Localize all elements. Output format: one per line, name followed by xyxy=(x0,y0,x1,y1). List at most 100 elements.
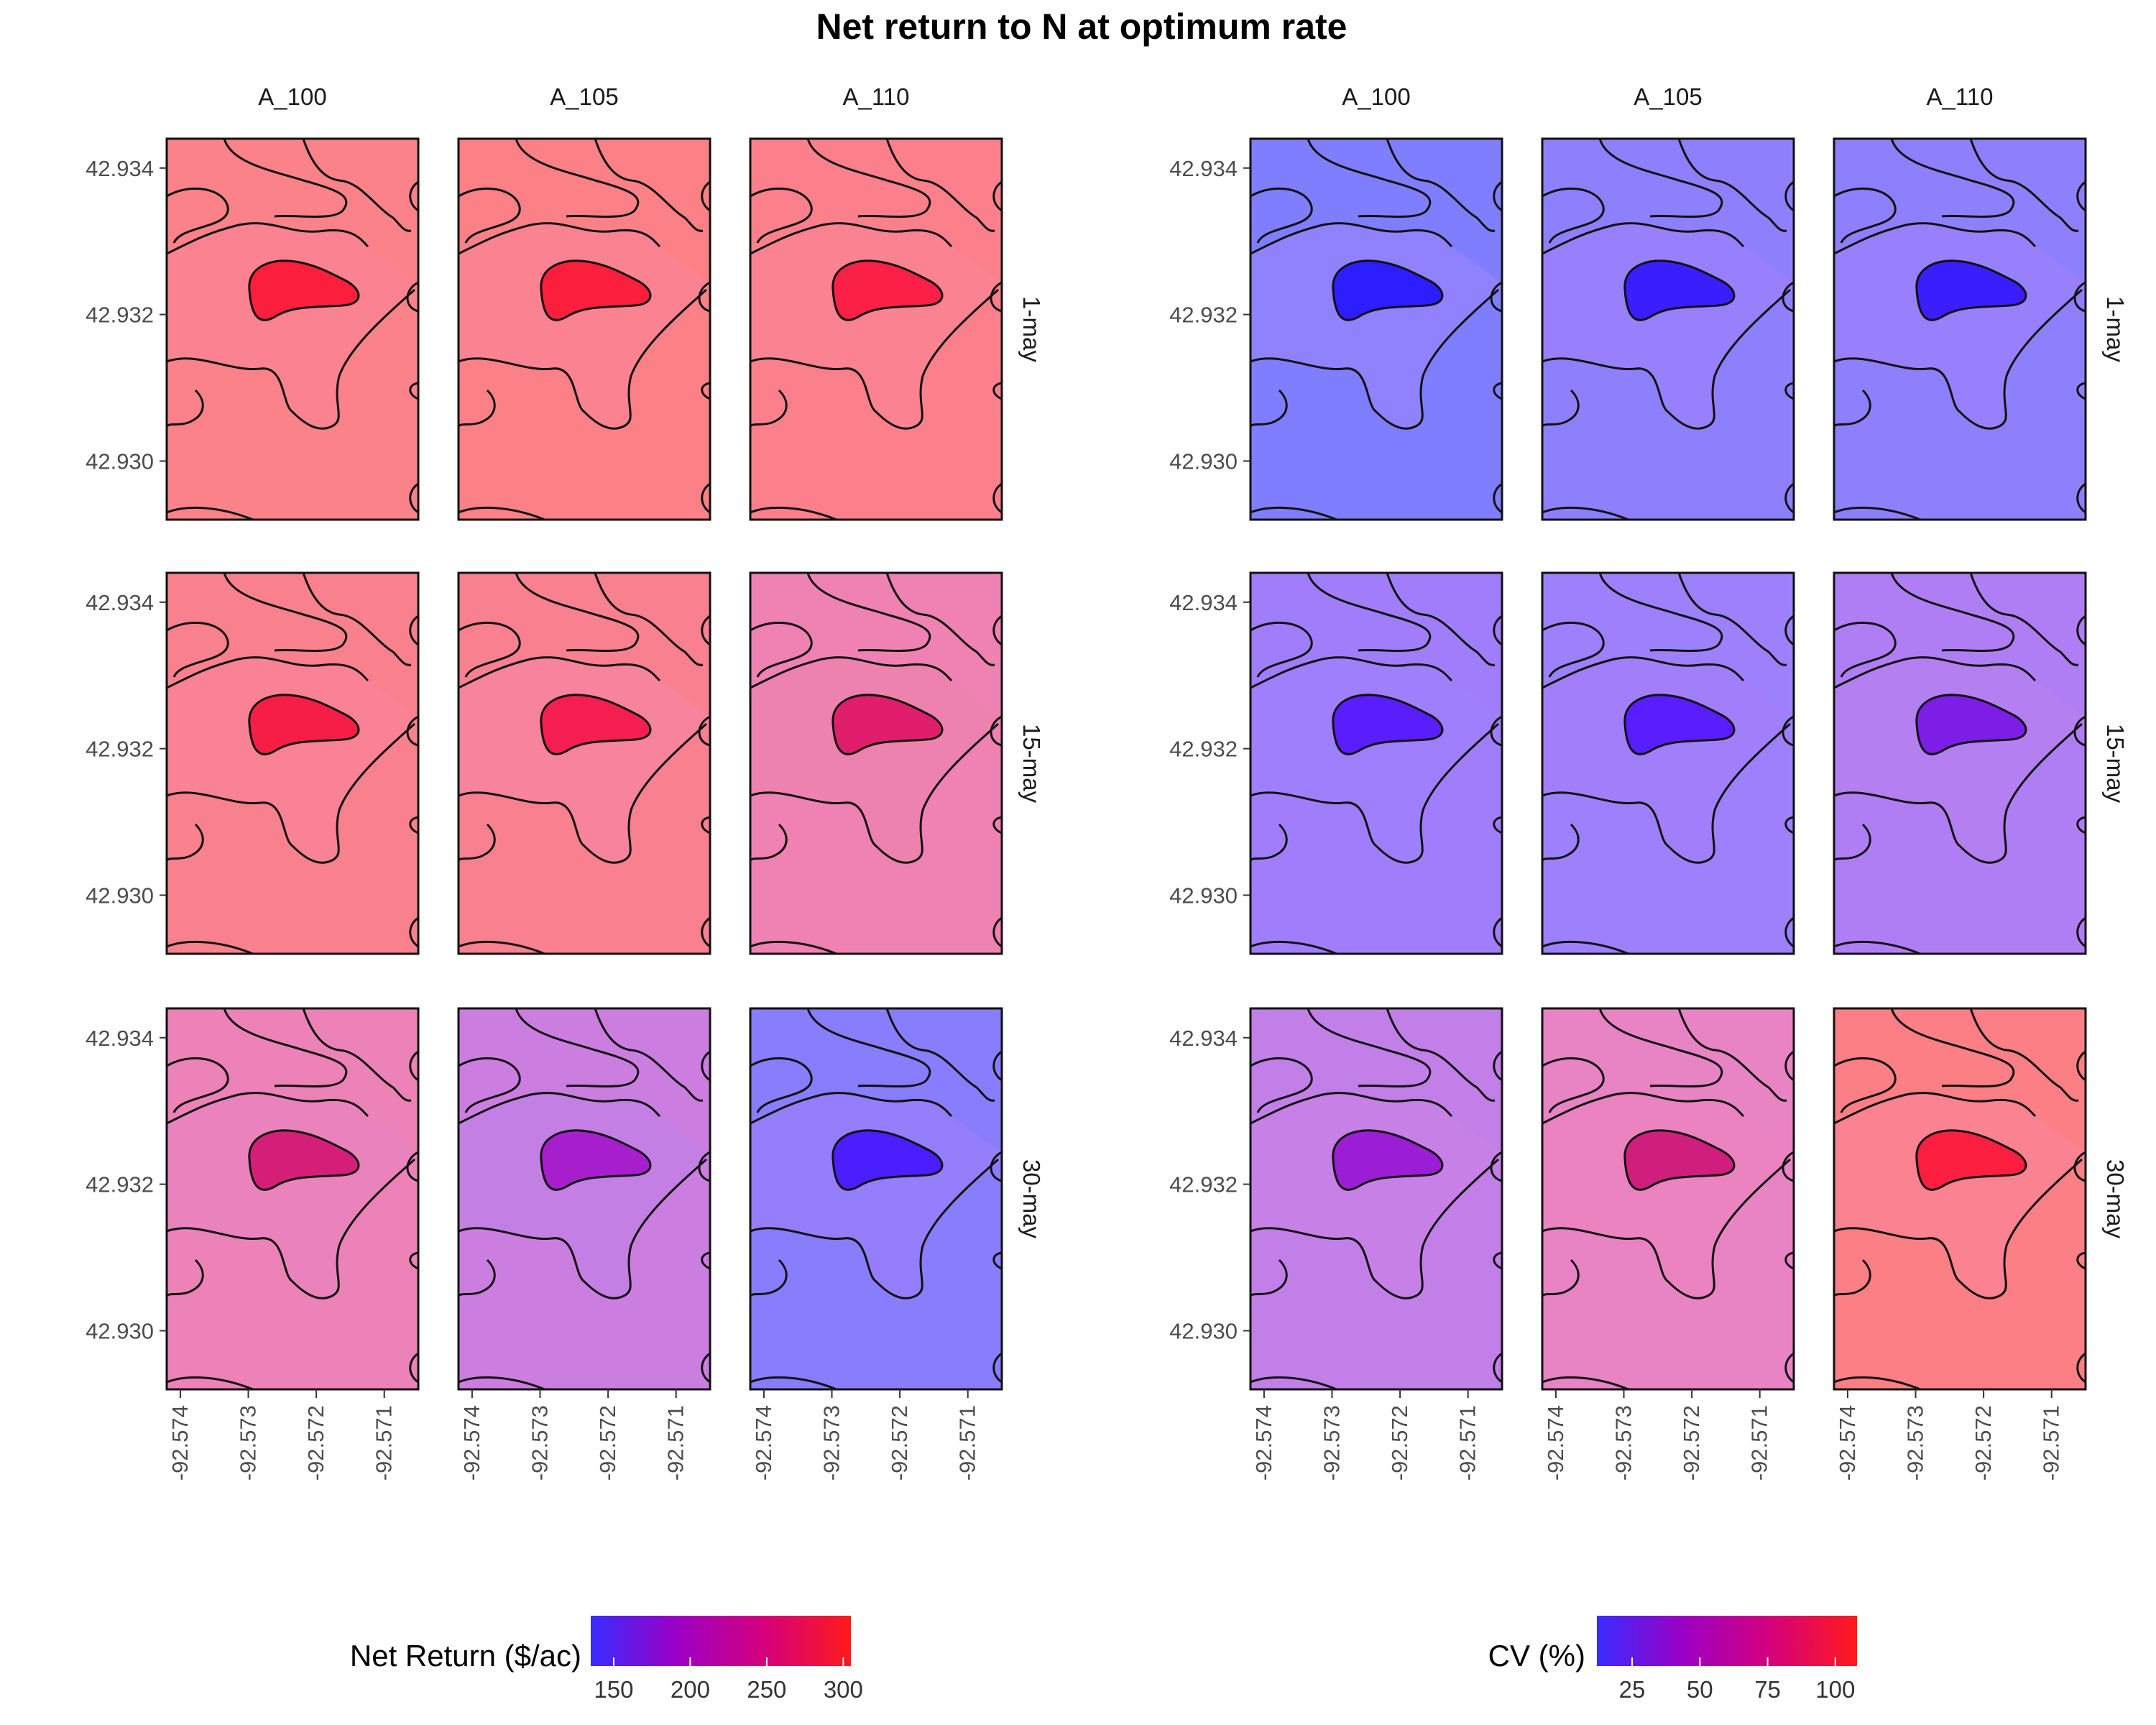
contour-line xyxy=(2076,1050,2086,1082)
y-tick-label: 42.930 xyxy=(86,448,154,474)
contour-line xyxy=(750,1158,999,1300)
contour-line xyxy=(167,1057,229,1113)
contour-line xyxy=(2073,715,2086,747)
contour-line xyxy=(1490,715,1502,747)
facet-cell xyxy=(1249,137,1503,521)
facet-cell xyxy=(1249,1007,1503,1391)
facet-column-label: A_100 xyxy=(258,83,326,110)
contour-line xyxy=(885,139,995,232)
facet-row-label: 30-may xyxy=(1018,1159,1045,1239)
facet-cell xyxy=(165,1007,420,1391)
y-tick-label: 42.930 xyxy=(1169,883,1238,908)
legend-tick-label: 75 xyxy=(1754,1676,1781,1703)
core-region xyxy=(1623,694,1736,755)
legend-colorbar xyxy=(591,1616,851,1666)
contour-line xyxy=(1598,1008,1723,1088)
contour-region xyxy=(1542,223,1794,429)
contour-line xyxy=(992,1352,1002,1384)
facet-cell xyxy=(1541,1007,1795,1391)
x-tick-label: -92.572 xyxy=(887,1405,912,1481)
y-tick-label: 42.930 xyxy=(1169,448,1238,474)
contour-line xyxy=(992,615,1002,646)
legend-right: CV (%) 25 50 75 100 xyxy=(1488,1616,1857,1703)
contour-line xyxy=(1542,288,1791,430)
contour-line xyxy=(167,621,229,678)
contour-line xyxy=(1784,1352,1794,1384)
core-region xyxy=(1332,259,1444,321)
facet-cell xyxy=(165,137,420,521)
facet-cell xyxy=(749,1007,1003,1391)
contour-line xyxy=(1493,816,1502,834)
contour-line xyxy=(223,139,348,218)
contour-region xyxy=(1834,657,2086,863)
core-region xyxy=(248,259,360,321)
x-tick-label: -92.574 xyxy=(1543,1405,1568,1481)
legend-tick-label: 150 xyxy=(594,1676,633,1703)
y-tick-label: 42.932 xyxy=(1169,1172,1238,1197)
facet-cell xyxy=(1833,137,2087,521)
contour-line xyxy=(1542,1158,1791,1300)
contour-line xyxy=(1250,656,1453,689)
contour-line xyxy=(1490,281,1502,313)
contour-line xyxy=(167,222,369,255)
contour-line xyxy=(302,139,412,232)
facet-cell xyxy=(1249,571,1503,955)
contour-line xyxy=(750,940,837,954)
cell-border xyxy=(749,1007,1003,1391)
contour-line xyxy=(409,916,418,948)
contour-line xyxy=(1250,1158,1499,1300)
contour-line xyxy=(1542,722,1791,864)
contour-line xyxy=(1542,1259,1580,1297)
contour-line xyxy=(459,222,661,255)
contour-line xyxy=(701,1352,710,1384)
core-region xyxy=(540,694,652,755)
contour-line xyxy=(1493,1251,1502,1270)
facet-column-label: A_105 xyxy=(550,83,618,110)
contour-line xyxy=(1834,389,1871,428)
contour-line xyxy=(409,482,418,514)
x-tick-label: -92.574 xyxy=(167,1405,193,1481)
legend-colorbar xyxy=(1597,1616,1857,1666)
contour-line xyxy=(459,506,545,520)
contour-region xyxy=(459,1092,710,1299)
contour-line xyxy=(1250,722,1499,864)
contour-line xyxy=(2076,482,2086,514)
contour-line xyxy=(167,389,204,428)
y-tick-label: 42.934 xyxy=(86,1026,154,1051)
contour-line xyxy=(1493,615,1502,646)
contour-line xyxy=(1250,389,1288,428)
contour-region xyxy=(459,657,710,863)
contour-line xyxy=(1677,139,1787,232)
legend-left: Net Return ($/ac) 150 200 250 300 xyxy=(350,1616,863,1703)
contour-line xyxy=(1250,1259,1288,1297)
x-tick-label: -92.573 xyxy=(528,1405,553,1481)
core-region xyxy=(1623,1129,1736,1191)
contour-line xyxy=(515,1008,640,1088)
contour-line xyxy=(992,180,1002,212)
contour-line xyxy=(1250,823,1288,862)
contour-line xyxy=(1834,187,1897,244)
contour-line xyxy=(1782,1151,1794,1182)
contour-line xyxy=(1784,615,1794,646)
facet-column-label: A_110 xyxy=(843,83,910,110)
contour-line xyxy=(1493,382,1502,400)
contour-line xyxy=(1250,288,1499,430)
x-tick-label: -92.574 xyxy=(1835,1405,1860,1481)
core-region xyxy=(1915,259,2027,321)
contour-line xyxy=(459,389,496,428)
contour-line xyxy=(302,573,412,666)
x-tick-label: -92.572 xyxy=(303,1405,328,1481)
contour-line xyxy=(1784,180,1794,212)
contour-line xyxy=(806,1008,931,1088)
contour-line xyxy=(459,940,545,954)
core-region xyxy=(831,694,944,755)
contour-region xyxy=(1250,223,1502,429)
x-tick-label: -92.572 xyxy=(1679,1405,1704,1481)
legend-tick-label: 200 xyxy=(671,1676,710,1703)
contour-line xyxy=(1969,1008,2079,1102)
contour-line xyxy=(1250,1057,1313,1113)
contour-line xyxy=(594,1008,704,1102)
legends: Net Return ($/ac) 150 200 250 300 CV (%) 25 50 7… xyxy=(350,1616,1857,1703)
contour-line xyxy=(2076,180,2086,212)
facet-cell xyxy=(1833,571,2087,955)
